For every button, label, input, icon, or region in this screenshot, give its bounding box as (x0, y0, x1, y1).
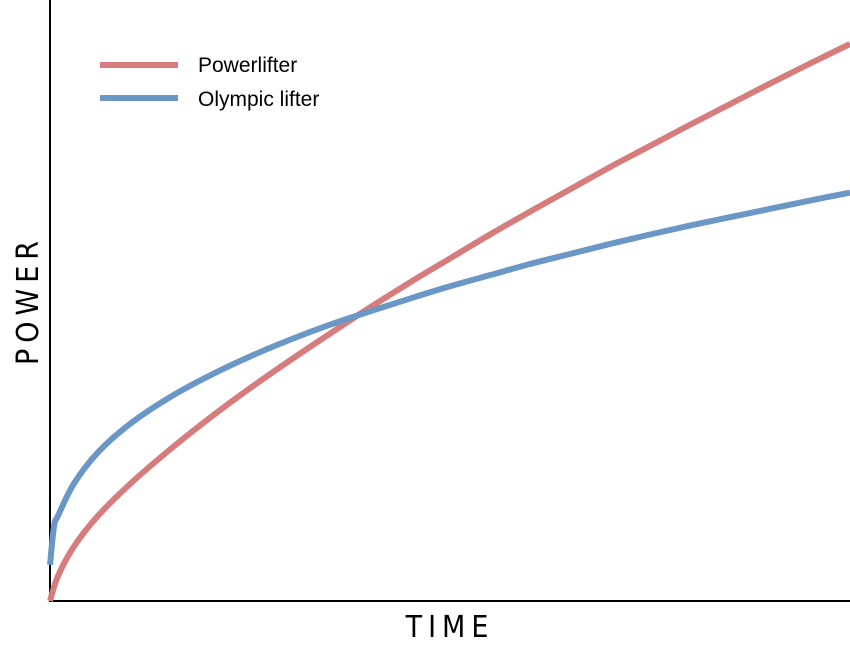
legend: Powerlifter Olympic lifter (100, 54, 319, 111)
x-axis-title: TIME (405, 610, 495, 645)
series-line-powerlifter (47, 41, 850, 602)
y-axis-title: POWER (11, 235, 46, 365)
series-group (47, 41, 850, 602)
legend-label-olympic-lifter: Olympic lifter (198, 88, 319, 111)
legend-label-powerlifter: Powerlifter (198, 54, 297, 77)
series-line-olympic-lifter (47, 189, 850, 566)
